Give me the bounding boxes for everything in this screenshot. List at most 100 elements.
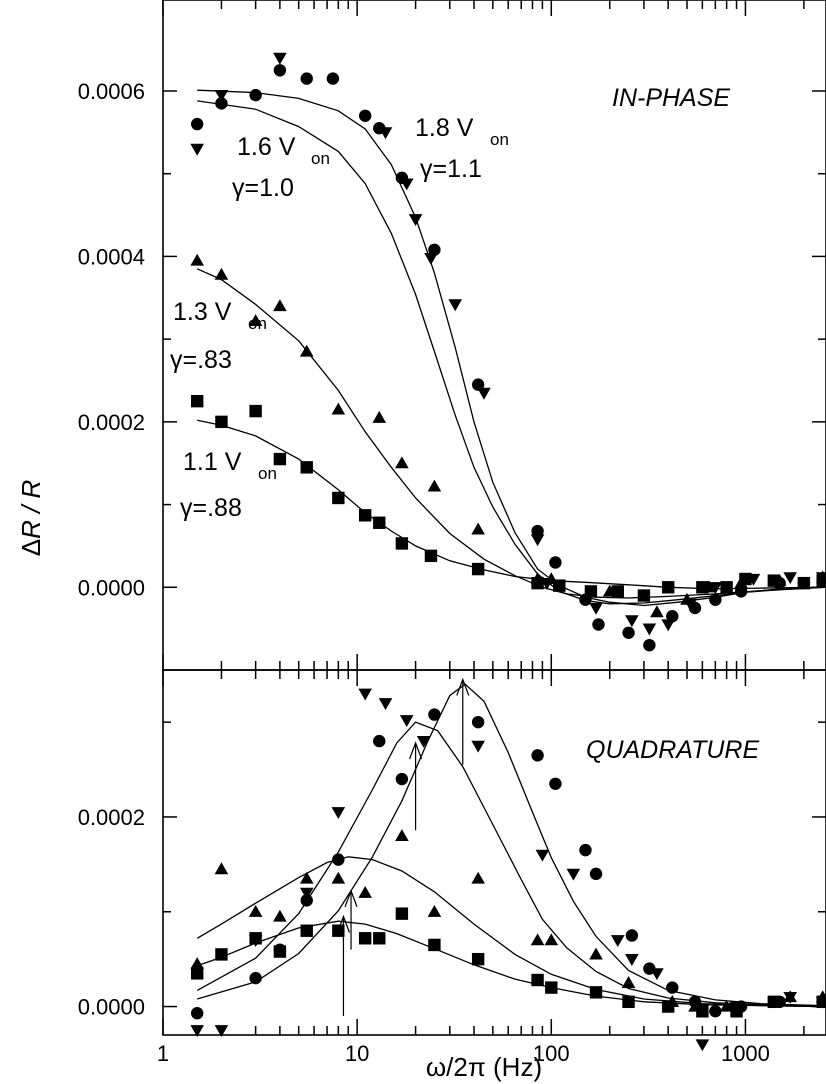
data-point-triangle-up bbox=[190, 957, 204, 969]
data-point-triangle-down bbox=[535, 849, 550, 862]
data-point-circle bbox=[190, 117, 204, 131]
data-point-triangle-up bbox=[190, 253, 204, 266]
panel-quadrature-y-tick-labels: 0.0002 0.0000 bbox=[78, 805, 145, 1020]
data-point-square bbox=[428, 938, 441, 952]
data-point-square bbox=[300, 461, 313, 474]
data-point-square bbox=[611, 585, 624, 598]
data-point-circle bbox=[300, 72, 313, 85]
fit-curve bbox=[196, 268, 823, 599]
panel-quadrature-data-points bbox=[190, 688, 826, 1052]
data-point-triangle-down bbox=[589, 602, 603, 615]
data-point-circle bbox=[249, 971, 262, 985]
annotation-1-8-von-label: 1.8 V bbox=[415, 114, 474, 142]
data-point-circle bbox=[249, 88, 262, 102]
data-point-square bbox=[739, 572, 752, 586]
panel-quadrature-fit-curves bbox=[196, 683, 823, 1008]
annotation-1-1-von-sub: on bbox=[258, 464, 277, 483]
data-point-triangle-down bbox=[661, 619, 675, 632]
data-point-triangle-up bbox=[680, 592, 694, 605]
data-point-square bbox=[332, 491, 345, 505]
data-point-triangle-down bbox=[214, 1025, 229, 1038]
data-point-triangle-up bbox=[719, 999, 734, 1012]
data-point-square bbox=[190, 394, 204, 408]
data-point-circle bbox=[215, 97, 228, 110]
data-point-triangle-up bbox=[427, 479, 442, 492]
data-point-square bbox=[816, 995, 826, 1009]
data-point-square bbox=[373, 516, 386, 529]
annotation-1-1-von: 1.1 V on γ=.88 bbox=[180, 448, 277, 522]
data-point-square bbox=[531, 576, 544, 590]
data-point-triangle-down bbox=[331, 807, 346, 820]
data-point-triangle-down bbox=[190, 1025, 204, 1038]
data-point-triangle-down bbox=[783, 572, 797, 585]
panel-in-phase-fit-curves bbox=[196, 89, 823, 607]
annotation-1-1-von-gamma: γ=.88 bbox=[180, 494, 242, 522]
peak-arrow-head bbox=[344, 889, 358, 908]
data-point-triangle-down bbox=[708, 582, 723, 595]
y-axis-title: ΔR / R bbox=[16, 480, 46, 557]
annotation-1-3-von: 1.3 V on γ=.83 bbox=[170, 298, 267, 374]
data-point-circle bbox=[666, 981, 679, 994]
data-point-square bbox=[637, 589, 651, 602]
data-point-triangle-down bbox=[424, 252, 438, 265]
data-point-triangle-up bbox=[621, 976, 636, 988]
data-point-triangle-up bbox=[650, 605, 664, 618]
panel-in-phase-ticks bbox=[162, 0, 826, 670]
y-axis-title-delta: Δ bbox=[16, 539, 46, 556]
data-point-triangle-down bbox=[471, 740, 485, 753]
data-point-circle bbox=[643, 638, 656, 652]
data-point-square bbox=[300, 924, 313, 937]
panel-quadrature-frame bbox=[162, 669, 826, 1036]
fit-curve bbox=[197, 419, 823, 590]
data-point-circle bbox=[589, 867, 603, 881]
data-point-triangle-down bbox=[299, 887, 314, 900]
annotation-1-6-von-label: 1.6 V bbox=[237, 133, 296, 161]
panel-title-quadrature: QUADRATURE bbox=[586, 736, 759, 764]
data-point-circle bbox=[300, 894, 313, 907]
data-point-triangle-down bbox=[408, 214, 423, 226]
data-point-circle bbox=[709, 593, 722, 606]
data-point-circle bbox=[709, 1005, 722, 1018]
peak-arrow-head bbox=[409, 741, 423, 760]
y-tick-label: 0.0002 bbox=[78, 410, 145, 435]
fit-curve bbox=[197, 89, 823, 607]
data-point-triangle-up bbox=[299, 871, 314, 884]
x-tick-label: 1 bbox=[157, 1041, 169, 1066]
data-point-square bbox=[395, 537, 409, 550]
data-point-square bbox=[471, 952, 485, 966]
data-point-triangle-down bbox=[625, 954, 639, 966]
data-point-triangle-down bbox=[448, 299, 463, 312]
data-point-circle bbox=[531, 749, 544, 762]
annotation-1-3-von-label: 1.3 V bbox=[173, 298, 232, 326]
data-point-square bbox=[190, 967, 204, 980]
data-point-triangle-down bbox=[399, 715, 414, 728]
y-tick-label: 0.0000 bbox=[78, 575, 145, 600]
data-point-triangle-up bbox=[248, 904, 263, 917]
data-point-circle bbox=[273, 64, 287, 77]
data-point-square bbox=[584, 585, 598, 598]
x-tick-label: 1000 bbox=[721, 1041, 770, 1066]
panel-in-phase-data-points bbox=[190, 52, 826, 652]
annotation-1-1-von-label: 1.1 V bbox=[183, 448, 242, 476]
data-point-triangle-up bbox=[214, 862, 229, 875]
data-point-triangle-up bbox=[372, 410, 387, 423]
data-point-triangle-up bbox=[427, 904, 442, 917]
data-point-circle bbox=[395, 772, 409, 786]
data-point-square bbox=[424, 549, 438, 563]
data-point-triangle-down bbox=[378, 127, 393, 140]
annotation-1-3-von-sub: on bbox=[248, 314, 267, 333]
x-tick-labels: 1 10 100 1000 bbox=[157, 1041, 770, 1066]
fit-curve bbox=[197, 100, 823, 605]
data-point-triangle-up bbox=[589, 947, 603, 960]
data-point-triangle-down bbox=[566, 868, 581, 881]
data-point-circle bbox=[734, 585, 748, 598]
data-point-triangle-down bbox=[530, 534, 545, 547]
data-point-circle bbox=[326, 72, 340, 85]
data-point-triangle-down bbox=[214, 90, 229, 102]
data-point-circle bbox=[549, 777, 562, 790]
data-point-square bbox=[696, 581, 709, 594]
data-point-triangle-up bbox=[395, 456, 409, 469]
y-tick-label: 0.0002 bbox=[78, 805, 145, 830]
data-point-square bbox=[767, 995, 781, 1009]
